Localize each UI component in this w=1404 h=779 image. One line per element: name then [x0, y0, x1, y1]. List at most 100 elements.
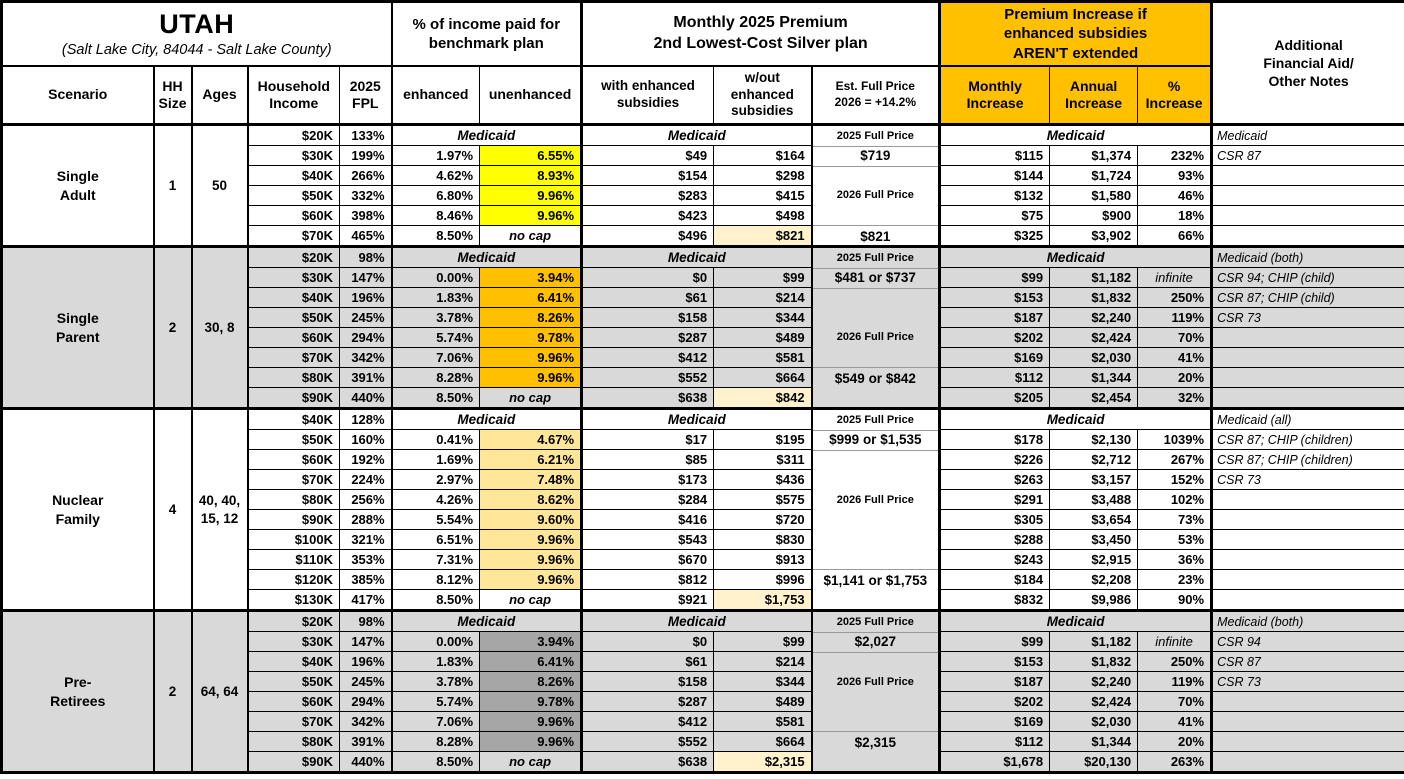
- est-price-item: $999 or $1,535: [813, 430, 939, 451]
- unenhanced-pct-cell: no cap: [479, 751, 583, 773]
- enhanced-pct-cell: 7.06%: [390, 347, 481, 368]
- fpl-cell: 391%: [338, 731, 393, 752]
- premium-with-subsidies-cell: $287: [580, 691, 715, 712]
- table-row: $40K 266% 4.62% 8.93% $154 $298 $144 $1,724 93%: [1, 165, 1404, 186]
- annual-increase-cell: $1,580: [1049, 185, 1139, 206]
- premium-without-subsidies-cell: $164: [713, 145, 813, 166]
- notes-cell: Medicaid (both): [1210, 245, 1404, 268]
- notes-cell: [1210, 711, 1404, 732]
- enhanced-pct-cell: 0.41%: [390, 429, 481, 450]
- table-row: $70K 224% 2.97% 7.48% $173 $436 $263 $3,157 152%…: [1, 469, 1404, 490]
- est-price-item: $719: [813, 146, 939, 167]
- enhanced-pct-cell: 8.50%: [390, 387, 481, 409]
- fpl-cell: 245%: [338, 671, 393, 692]
- premium-with-subsidies-cell: $416: [580, 509, 715, 530]
- col-header-annual-increase: Annual Increase: [1049, 65, 1139, 126]
- premium-without-subsidies-cell: $996: [713, 569, 813, 590]
- est-price-item: $821: [813, 225, 939, 245]
- pct-increase-cell: 41%: [1137, 347, 1213, 368]
- table-row: $90K 440% 8.50% no cap $638 $2,315 $1,678 $20,1…: [1, 751, 1404, 773]
- unenhanced-pct-cell: 6.55%: [479, 145, 583, 166]
- notes-cell: [1210, 731, 1404, 752]
- state-title: UTAH: [159, 9, 235, 40]
- ages-value: 50: [190, 123, 248, 247]
- scenario-label: Pre- Retirees: [1, 609, 154, 773]
- premium-without-subsidies-cell: $195: [713, 429, 813, 450]
- income-cell: $60K: [246, 449, 340, 470]
- premium-group-header: Monthly 2025 Premium 2nd Lowest-Cost Sil…: [580, 1, 941, 67]
- unenhanced-pct-cell: 8.93%: [479, 165, 583, 186]
- pct-increase-cell: 66%: [1137, 225, 1213, 247]
- premium-without-subsidies-cell: $415: [713, 185, 813, 206]
- premium-without-subsidies-cell: $344: [713, 307, 813, 328]
- est-price-item: 2025 Full Price: [813, 614, 939, 633]
- table-row: $70K 342% 7.06% 9.96% $412 $581 $169 $2,030 41%: [1, 347, 1404, 368]
- unenhanced-pct-cell: 8.26%: [479, 307, 583, 328]
- pct-increase-cell: 32%: [1137, 387, 1213, 409]
- est-price-item: $481 or $737: [813, 268, 939, 289]
- premium-with-subsidies-cell: $61: [580, 287, 715, 308]
- premium-with-subsidies-cell: $173: [580, 469, 715, 490]
- fpl-cell: 321%: [338, 529, 393, 550]
- income-cell: $80K: [246, 489, 340, 510]
- premium-without-subsidies-cell: $2,315: [713, 751, 813, 773]
- premium-without-subsidies-cell: $913: [713, 549, 813, 570]
- fpl-cell: 160%: [338, 429, 393, 450]
- est-price-item: 2026 Full Price: [836, 331, 914, 344]
- pct-increase-cell: 263%: [1137, 751, 1213, 773]
- col-header-scenario: Scenario: [1, 65, 154, 126]
- income-cell: $50K: [246, 307, 340, 328]
- notes-cell: CSR 73: [1210, 469, 1404, 490]
- unenhanced-pct-cell: no cap: [479, 225, 583, 247]
- notes-cell: [1210, 691, 1404, 712]
- pct-increase-cell: 73%: [1137, 509, 1213, 530]
- pct-increase-cell: 250%: [1137, 287, 1213, 308]
- col-header-pct-increase: % Increase: [1137, 65, 1213, 126]
- pct-increase-cell: 18%: [1137, 205, 1213, 226]
- fpl-cell: 256%: [338, 489, 393, 510]
- fpl-cell: 199%: [338, 145, 393, 166]
- income-cell: $20K: [246, 123, 340, 146]
- annual-increase-cell: $3,902: [1049, 225, 1139, 247]
- fpl-cell: 440%: [338, 387, 393, 409]
- table-row: $90K 440% 8.50% no cap $638 $842 $205 $2,454 32%: [1, 387, 1404, 409]
- income-cell: $80K: [246, 731, 340, 752]
- table-row: $80K 391% 8.28% 9.96% $552 $664 $112 $1,344 20%: [1, 731, 1404, 752]
- fpl-cell: 245%: [338, 307, 393, 328]
- annual-increase-cell: $1,374: [1049, 145, 1139, 166]
- monthly-increase-cell: $169: [938, 347, 1051, 368]
- income-cell: $100K: [246, 529, 340, 550]
- premium-with-subsidies-cell: $287: [580, 327, 715, 348]
- notes-cell: CSR 87; CHIP (children): [1210, 449, 1404, 470]
- est-price-item: $2,315: [813, 731, 939, 752]
- table-row: $100K 321% 6.51% 9.96% $543 $830 $288 $3,450 53%: [1, 529, 1404, 550]
- monthly-increase-cell: $184: [938, 569, 1051, 590]
- fpl-cell: 332%: [338, 185, 393, 206]
- est-price-item: $2,027: [813, 632, 939, 653]
- unenhanced-pct-cell: 7.48%: [479, 469, 583, 490]
- annual-increase-cell: $900: [1049, 205, 1139, 226]
- est-full-price-cell: 2025 Full Price $999 or $1,535 2026 Full P…: [810, 407, 941, 611]
- scenario-label: Single Adult: [1, 123, 154, 247]
- premium-without-subsidies-cell: $1,753: [713, 589, 813, 611]
- income-cell: $120K: [246, 569, 340, 590]
- monthly-increase-cell: $99: [938, 267, 1051, 288]
- unenhanced-pct-cell: 9.78%: [479, 327, 583, 348]
- fpl-cell: 294%: [338, 327, 393, 348]
- income-cell: $50K: [246, 185, 340, 206]
- fpl-cell: 196%: [338, 287, 393, 308]
- unenhanced-pct-cell: 8.62%: [479, 489, 583, 510]
- col-header-with-subsidies: with enhanced subsidies: [580, 65, 715, 126]
- enhanced-pct-cell: 4.62%: [390, 165, 481, 186]
- table-row: $30K 147% 0.00% 3.94% $0 $99 $99 $1,182 infinite…: [1, 267, 1404, 288]
- income-cell: $40K: [246, 407, 340, 430]
- enhanced-pct-cell: 5.54%: [390, 509, 481, 530]
- monthly-increase-cell: $112: [938, 731, 1051, 752]
- premium-with-subsidies-cell: $49: [580, 145, 715, 166]
- premium-without-subsidies-cell: $720: [713, 509, 813, 530]
- premium-without-subsidies-cell: $581: [713, 711, 813, 732]
- title-block: UTAH (Salt Lake City, 84044 - Salt Lake …: [0, 1, 393, 67]
- income-cell: $70K: [246, 225, 340, 247]
- premium-with-subsidies-cell: $17: [580, 429, 715, 450]
